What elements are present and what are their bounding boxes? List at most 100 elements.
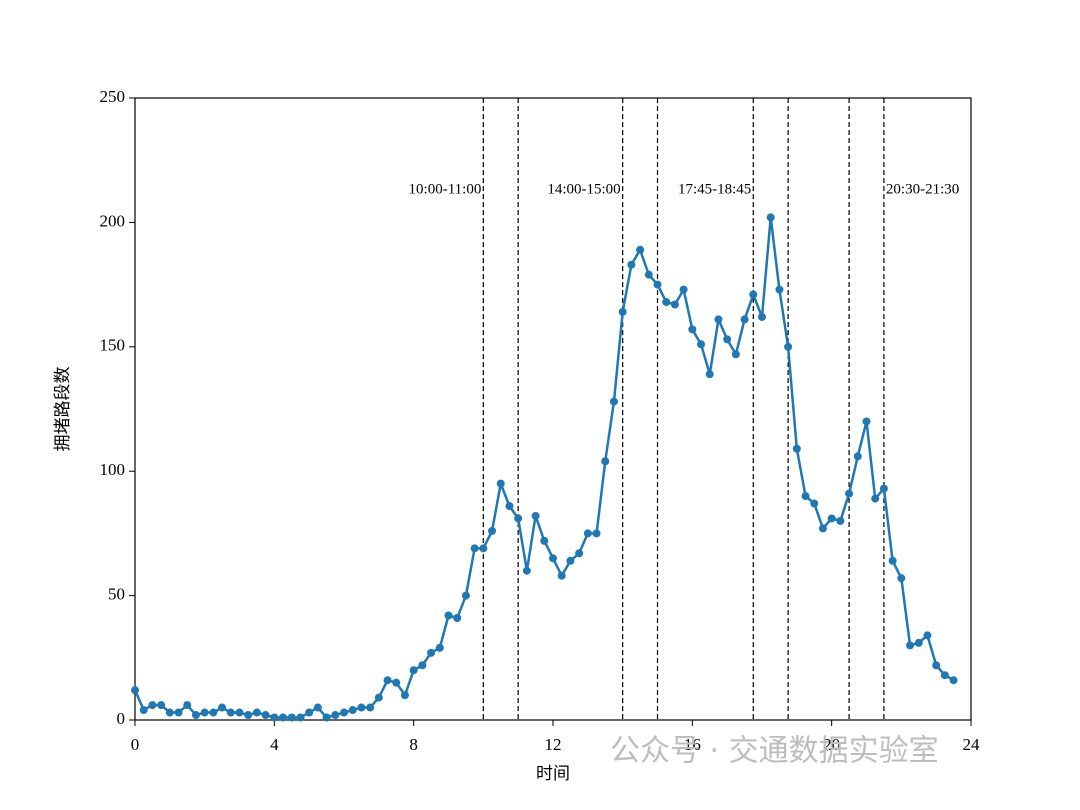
data-point	[583, 529, 592, 538]
data-point	[392, 678, 401, 687]
data-point	[697, 340, 706, 349]
data-point	[758, 312, 766, 321]
data-point	[496, 479, 505, 488]
y-tick-label: 250	[100, 87, 126, 106]
data-point	[409, 666, 418, 675]
data-point	[705, 370, 714, 379]
y-tick-label: 100	[100, 460, 126, 479]
data-point	[766, 213, 775, 222]
data-point	[340, 708, 348, 717]
data-point	[723, 335, 732, 344]
data-point	[549, 554, 557, 563]
data-point	[618, 307, 627, 316]
x-tick-label: 12	[545, 735, 562, 754]
data-point	[662, 298, 671, 307]
data-point	[191, 711, 200, 720]
x-tick-label: 4	[270, 735, 279, 754]
data-point	[435, 643, 444, 652]
data-point	[949, 676, 958, 685]
data-point	[174, 708, 183, 717]
data-point	[366, 703, 375, 712]
data-point	[505, 502, 514, 511]
data-point	[636, 245, 645, 254]
data-point	[383, 676, 392, 685]
period-label: 14:00-15:00	[547, 181, 620, 197]
data-point	[810, 499, 819, 508]
data-point	[209, 708, 218, 717]
data-point	[331, 711, 340, 720]
y-axis-label: 拥堵路段数	[53, 367, 72, 452]
data-point	[131, 686, 139, 695]
data-point	[601, 457, 610, 466]
x-tick-label: 16	[684, 735, 701, 754]
data-point	[540, 536, 549, 545]
data-point	[400, 691, 409, 700]
data-point	[235, 708, 244, 717]
data-point	[627, 260, 636, 269]
data-point	[479, 544, 488, 553]
data-point	[575, 549, 584, 558]
data-point	[827, 514, 836, 523]
data-point	[261, 711, 270, 720]
data-point	[871, 494, 880, 503]
data-point	[461, 591, 470, 600]
data-point	[836, 516, 845, 525]
data-point	[670, 300, 679, 309]
y-tick-label: 50	[108, 585, 125, 604]
data-point	[453, 613, 462, 622]
data-point	[305, 708, 314, 717]
data-point	[592, 529, 601, 538]
data-point	[522, 566, 531, 575]
data-point	[862, 417, 871, 426]
data-point	[531, 511, 540, 520]
data-point	[644, 270, 653, 279]
data-point	[313, 703, 322, 712]
data-point	[940, 671, 949, 680]
data-point	[923, 631, 932, 640]
data-point	[287, 713, 296, 722]
data-point	[488, 526, 497, 535]
data-point	[749, 290, 758, 299]
data-point	[731, 350, 740, 359]
period-label: 20:30-21:30	[886, 181, 959, 197]
data-point	[818, 524, 827, 533]
data-point	[139, 706, 148, 715]
data-point	[679, 285, 688, 294]
data-point	[470, 544, 479, 553]
period-label: 17:45-18:45	[678, 181, 751, 197]
x-tick-label: 8	[409, 735, 418, 754]
data-point	[279, 713, 288, 722]
data-point	[801, 492, 810, 501]
data-point	[165, 708, 174, 717]
data-point	[252, 708, 261, 717]
data-point	[514, 514, 523, 523]
x-tick-label: 24	[963, 735, 981, 754]
y-tick-label: 150	[100, 336, 126, 355]
x-tick-label: 20	[823, 735, 840, 754]
data-point	[226, 708, 235, 717]
data-point	[688, 325, 697, 334]
data-point	[775, 285, 784, 294]
data-point	[914, 638, 923, 647]
data-point	[418, 661, 427, 670]
data-point	[296, 713, 305, 722]
data-point	[427, 648, 436, 657]
data-point	[444, 611, 453, 620]
data-point	[244, 711, 253, 720]
data-point	[879, 484, 888, 493]
data-point	[740, 315, 749, 324]
data-point	[888, 556, 897, 565]
data-point	[609, 397, 618, 406]
data-point	[348, 706, 357, 715]
x-tick-label: 0	[131, 735, 140, 754]
data-point	[218, 703, 227, 712]
data-point	[157, 701, 166, 710]
data-point	[932, 661, 941, 670]
data-point	[322, 713, 331, 722]
data-point	[784, 342, 793, 351]
y-tick-label: 0	[117, 709, 126, 728]
data-point	[653, 280, 662, 289]
data-point	[374, 693, 383, 702]
data-point	[148, 701, 157, 710]
